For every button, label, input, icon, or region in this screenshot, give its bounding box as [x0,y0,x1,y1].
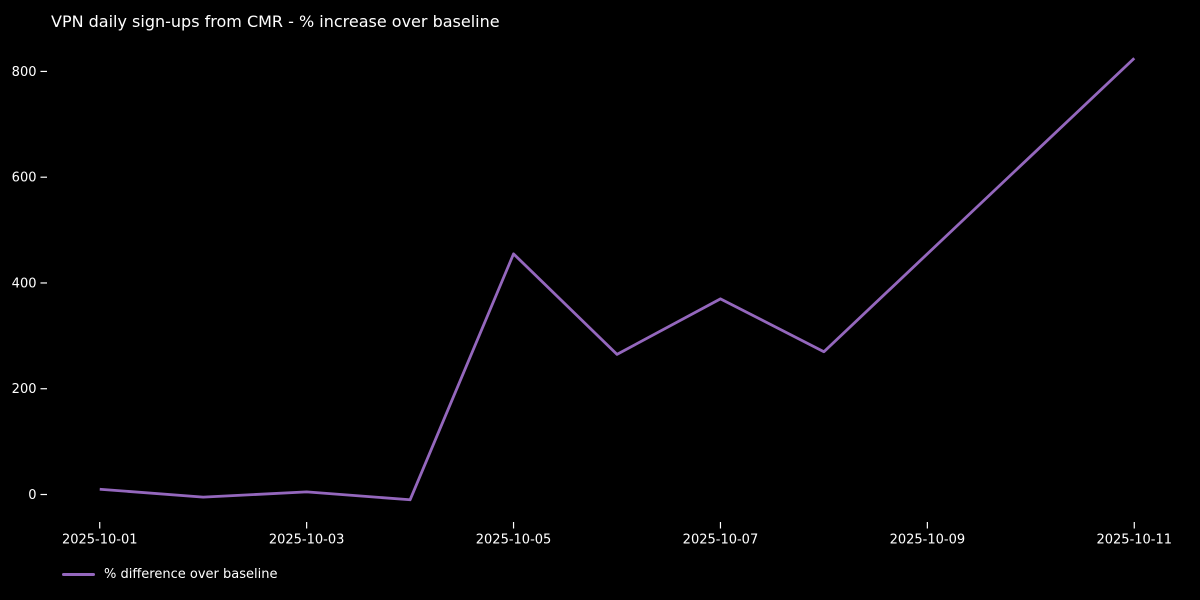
x-tick-label: 2025-10-05 [476,533,552,548]
x-tick-label: 2025-10-09 [890,533,966,548]
series-line [99,57,1136,502]
legend-line-swatch [62,573,95,576]
chart-title: VPN daily sign-ups from CMR - % increase… [51,12,500,31]
x-tick-label: 2025-10-03 [269,533,345,548]
x-tick-label: 2025-10-11 [1096,533,1172,548]
x-tick-label: 2025-10-01 [62,533,138,548]
y-tick-label: 0 [28,488,36,503]
y-tick-label: 200 [12,382,37,397]
y-tick-label: 600 [12,171,37,186]
x-tick-label: 2025-10-07 [683,533,759,548]
legend-label: % difference over baseline [104,567,278,582]
y-tick-label: 400 [12,276,37,291]
y-tick-label: 800 [12,65,37,80]
legend: % difference over baseline [62,567,277,582]
